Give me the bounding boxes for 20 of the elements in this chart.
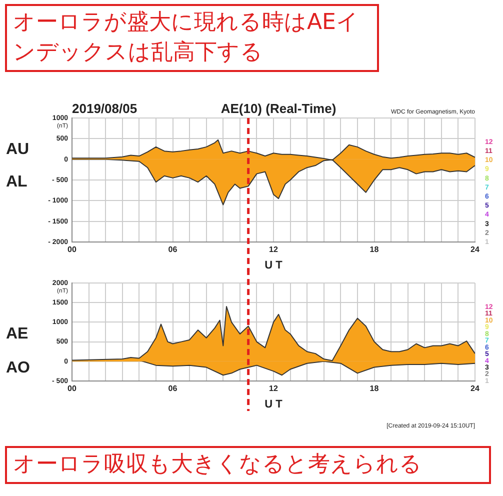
chart-subtitle: 2019/08/05 (72, 101, 138, 116)
x-tick-label: 06 (168, 384, 178, 394)
x-tick-label: 18 (370, 245, 380, 254)
text: オーロラ吸収も大きくなると考えられる (5, 446, 491, 484)
x-axis-title: U T (264, 398, 283, 411)
x-tick-label: 00 (68, 245, 77, 254)
x-tick-label: 06 (168, 245, 178, 254)
x-tick-label: 12 (269, 384, 278, 394)
x-tick-label: 18 (370, 384, 380, 394)
text: AU (6, 141, 30, 158)
x-tick-label: 24 (470, 384, 480, 394)
text: AO (6, 360, 30, 377)
x-tick-label: 12 (269, 245, 278, 254)
chart-title: AE(10) (Real-Time) (220, 101, 336, 116)
text: AL (6, 173, 28, 190)
x-tick-label: 00 (68, 384, 77, 394)
x-tick-label: 24 (470, 245, 480, 254)
text: AE (6, 325, 29, 342)
text: オーロラが盛大に現れる時はAEインデックスは乱高下する (5, 4, 379, 72)
x-axis-title: U T (264, 260, 283, 272)
